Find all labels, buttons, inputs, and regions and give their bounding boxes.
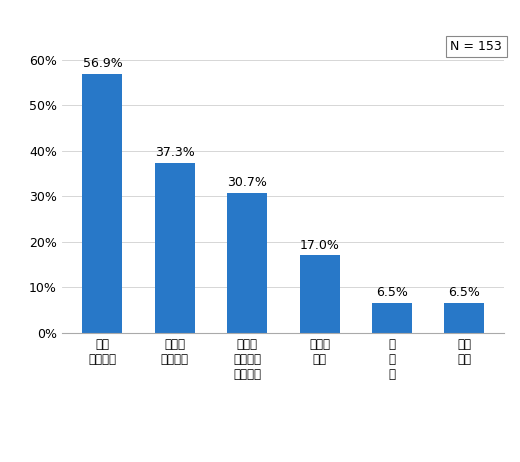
Text: N = 153: N = 153 — [450, 40, 502, 53]
Bar — [372, 303, 412, 333]
Text: 56.9%: 56.9% — [83, 57, 122, 70]
Bar — [83, 74, 122, 333]
Bar — [227, 193, 267, 333]
Text: 37.3%: 37.3% — [155, 146, 194, 159]
Text: 17.0%: 17.0% — [300, 239, 340, 252]
Bar — [445, 303, 484, 333]
Bar — [300, 255, 340, 333]
Text: 6.5%: 6.5% — [448, 286, 480, 299]
Text: 30.7%: 30.7% — [227, 176, 267, 189]
Bar — [155, 163, 194, 333]
Text: 6.5%: 6.5% — [376, 286, 408, 299]
